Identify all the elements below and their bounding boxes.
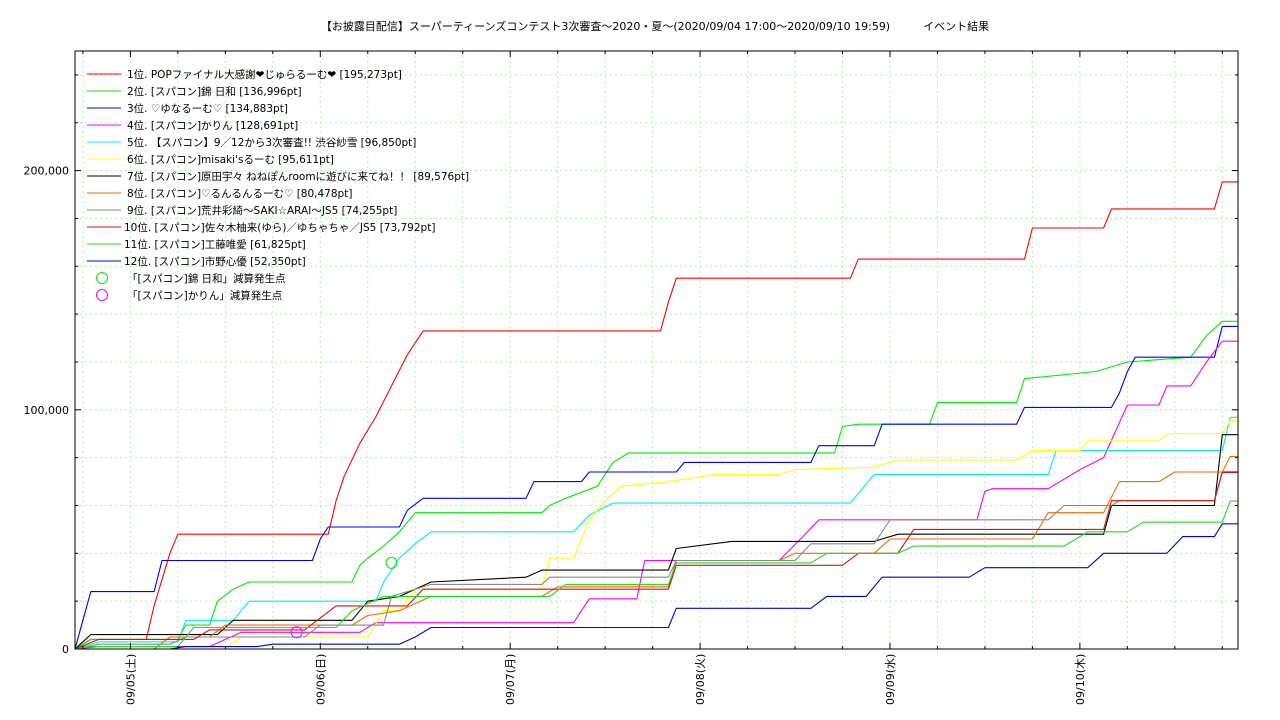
- legend-label-8: 8位. [スパコン]♡るんるんるーむ♡ [80,478pt]: [127, 187, 352, 200]
- x-tick-label: 09/07(月): [504, 654, 517, 705]
- legend-label-4: 4位. [スパコン]かりん [128,691pt]: [127, 119, 298, 132]
- x-tick-label: 09/06(日): [314, 654, 327, 705]
- y-tick-label: 0: [62, 643, 69, 656]
- tick-layer: 09/05(土) 09/06(日) 09/07(月) 09/08(火) 09/09(水)…: [24, 51, 1238, 705]
- legend-label-3: 3位. ♡ゆなるーむ♡ [134,883pt]: [127, 102, 288, 115]
- series-line-9: [74, 470, 1238, 650]
- legend-label-12: 12位. [スパコン]市野心優 [52,350pt]: [124, 255, 306, 268]
- x-tick-label: 09/09(水): [884, 654, 897, 705]
- series-line-6: [75, 419, 1238, 650]
- series-line-3: [74, 325, 1238, 650]
- legend-label-11: 11位. [スパコン]工藤唯愛 [61,825pt]: [124, 238, 306, 251]
- marker-point-2: [290, 626, 303, 639]
- legend-marker-label-2: 「[スパコン]かりん」減算発生点: [127, 289, 282, 302]
- legend-layer: 1位. POPファイナル大感謝❤じゅらるーむ❤ [195,273pt] 2位. […: [87, 68, 469, 302]
- legend-label-9: 9位. [スパコン]荒井彩綺〜SAKI☆ARAI〜JS5 [74,255pt]: [127, 204, 397, 217]
- legend-marker-2: [96, 289, 108, 301]
- marker-point-1: [385, 556, 398, 569]
- chart-title: 【お披露目配信】スーパーティーンズコンテスト3次審査〜2020・夏〜(2020/…: [320, 20, 990, 33]
- series-line-12: [75, 523, 1238, 650]
- legend-label-7: 7位. [スパコン]原田宇々 ねねぽんroomに遊びに来てね！！ [89,576…: [127, 170, 469, 183]
- series-line-11: [74, 500, 1238, 650]
- y-tick-label: 100,000: [24, 404, 70, 417]
- series-line-4: [74, 340, 1238, 650]
- series-line-10: [74, 471, 1238, 650]
- series-line-5: [74, 416, 1238, 650]
- legend-label-1: 1位. POPファイナル大感謝❤じゅらるーむ❤ [195,273pt]: [127, 68, 402, 81]
- legend-marker-label-1: 「[スパコン]錦 日和」減算発生点: [127, 272, 286, 285]
- series-line-1: [74, 181, 1238, 650]
- legend-label-10: 10位. [スパコン]佐々木柚来(ゆら)／ゆちゃちゃ／JS5 [73,792pt…: [124, 221, 435, 234]
- y-tick-label: 200,000: [24, 165, 70, 178]
- plot-frame: [74, 50, 1239, 650]
- legend-label-5: 5位. 【スパコン】9／12から3次審査!! 渋谷紗雪 [96,850pt]: [127, 136, 416, 149]
- series-line-2: [74, 320, 1238, 650]
- legend-label-6: 6位. [スパコン]misaki'sるーむ [95,611pt]: [127, 153, 334, 166]
- marker-layer: [290, 556, 398, 639]
- grid-layer: [75, 51, 1238, 649]
- x-tick-label: 09/08(火): [694, 654, 707, 705]
- legend-label-2: 2位. [スパコン]錦 日和 [136,996pt]: [127, 85, 302, 98]
- x-tick-label: 09/05(土): [124, 654, 137, 705]
- legend-marker-1: [96, 272, 108, 284]
- x-tick-label: 09/10(木): [1074, 654, 1087, 705]
- series-line-7: [74, 434, 1238, 650]
- series-layer: [74, 181, 1238, 650]
